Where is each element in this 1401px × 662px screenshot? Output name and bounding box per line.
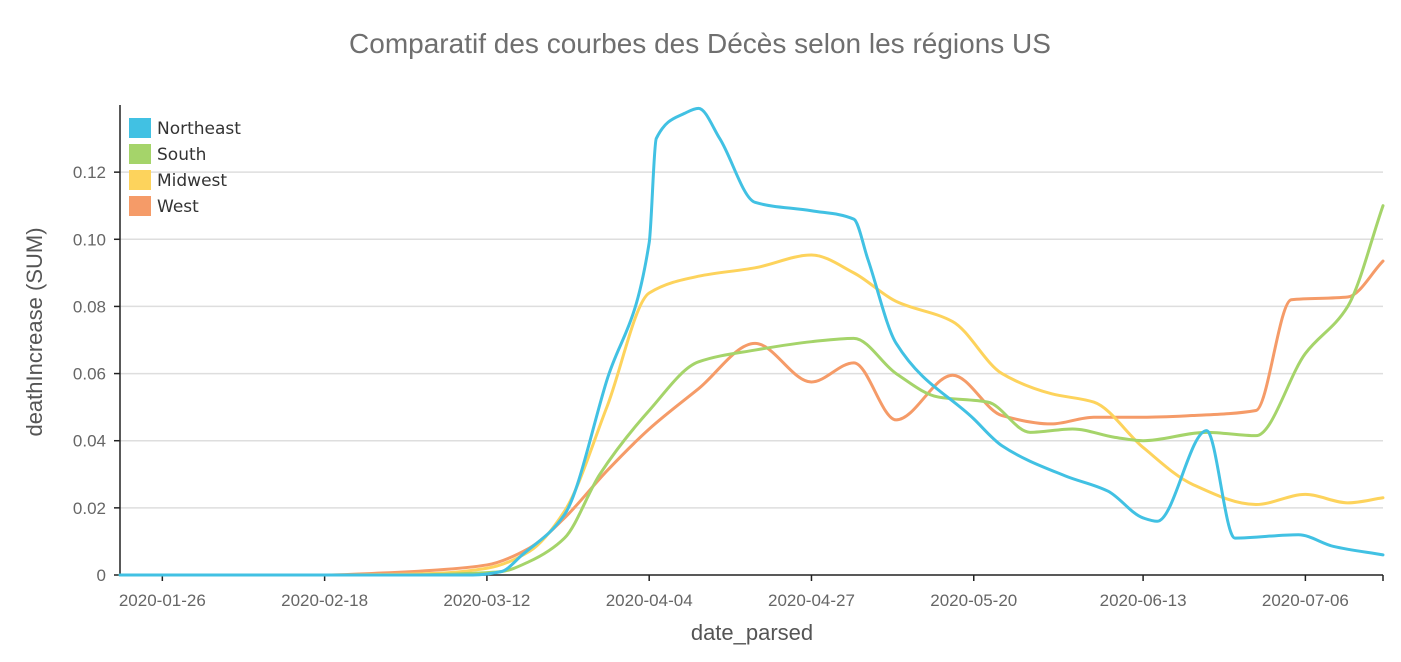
x-tick-label: 2020-03-12 xyxy=(443,591,530,610)
y-tick-label: 0.10 xyxy=(73,230,106,249)
series-line-midwest xyxy=(118,253,1385,577)
chart-title: Comparatif des courbes des Décès selon l… xyxy=(349,28,1051,59)
y-tick-label: 0.04 xyxy=(73,432,106,451)
legend-swatch-northeast xyxy=(129,118,151,138)
legend-label-south: South xyxy=(157,145,206,165)
y-tick-label: 0.02 xyxy=(73,499,106,518)
x-tick-label: 2020-02-18 xyxy=(281,591,368,610)
y-tick-label: 0.08 xyxy=(73,297,106,316)
legend: Northeast South Midwest West xyxy=(129,118,241,217)
y-tick-label: 0.12 xyxy=(73,163,106,182)
series-line-south xyxy=(118,204,1385,577)
x-tick-label: 2020-06-13 xyxy=(1100,591,1187,610)
x-tick-label: 2020-01-26 xyxy=(119,591,206,610)
y-tick-label: 0.06 xyxy=(73,365,106,384)
grid-lines xyxy=(120,171,1383,509)
y-tick-label: 0 xyxy=(97,566,106,585)
series-lines xyxy=(118,106,1385,577)
legend-label-northeast: Northeast xyxy=(157,119,241,139)
legend-swatch-west xyxy=(129,196,151,216)
x-tick-label: 2020-05-20 xyxy=(930,591,1017,610)
legend-swatch-midwest xyxy=(129,170,151,190)
legend-swatch-south xyxy=(129,144,151,164)
x-axis-label: date_parsed xyxy=(691,620,813,645)
legend-label-midwest: Midwest xyxy=(157,171,227,191)
legend-label-west: West xyxy=(157,197,199,217)
y-axis-label: deathIncrease (SUM) xyxy=(22,227,47,436)
series-line-west xyxy=(118,259,1385,577)
x-tick-label: 2020-04-04 xyxy=(606,591,693,610)
x-tick-label: 2020-04-27 xyxy=(768,591,855,610)
series-line-northeast xyxy=(118,106,1385,577)
x-tick-label: 2020-07-06 xyxy=(1262,591,1349,610)
